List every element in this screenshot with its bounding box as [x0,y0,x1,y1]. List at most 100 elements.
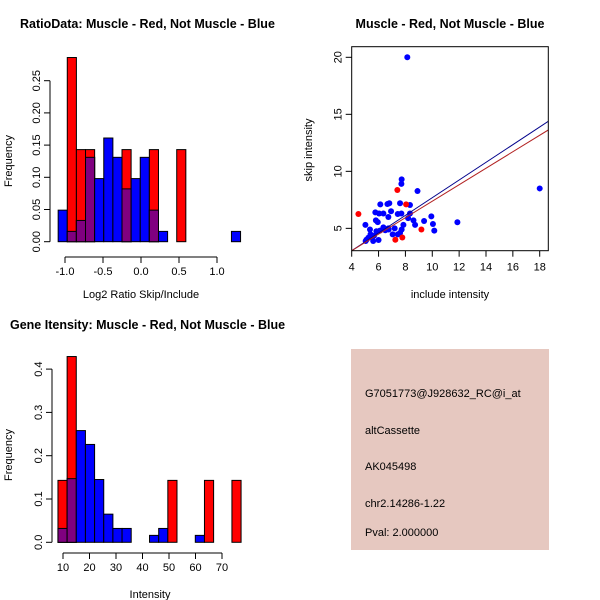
point-not-muscle [362,221,369,228]
point-not-muscle [431,227,438,234]
y-tick-label: 0.05 [31,199,43,220]
point-not-muscle [385,213,392,220]
bar-not-muscle [112,527,123,543]
point-not-muscle [377,201,384,208]
bar-muscle [66,57,77,243]
point-not-muscle [410,217,417,224]
x-tick-label: 20 [83,562,95,574]
intensity-hist-ylabel: Frequency [3,429,15,481]
bar-not-muscle [103,137,114,243]
bar-not-muscle [112,156,123,243]
bar-overlap [66,230,77,243]
point-not-muscle [385,226,392,233]
point-not-muscle [398,180,405,187]
point-not-muscle [398,210,405,217]
x-tick-label: 6 [375,262,381,274]
bar-not-muscle [94,178,105,243]
x-tick-label: 0.0 [133,266,148,278]
bar-not-muscle [84,443,96,543]
point-not-muscle [389,231,396,238]
plot-box [351,46,549,252]
point-not-muscle [398,226,405,233]
point-not-muscle [398,176,405,183]
x-tick-label: 60 [189,562,201,574]
bar-not-muscle [121,527,132,543]
bar-not-muscle [149,534,160,543]
point-not-muscle [406,210,413,217]
bar-overlap [57,527,68,543]
bar-not-muscle [157,230,169,243]
intensity-histogram: 0.0 0.1 0.2 0.3 0.4 10 20 30 40 50 60 70 [33,356,242,574]
bar-overlap [66,478,77,543]
point-not-muscle [428,213,435,220]
point-not-muscle [366,226,373,233]
x-tick-label: 12 [453,262,465,274]
x-tick-label: 10 [57,562,69,574]
point-not-muscle [388,208,395,215]
pval-text: Pval: 2.000000 [365,527,438,539]
x-tick-label: 1.0 [209,266,224,278]
point-muscle [403,201,410,208]
x-tick-label: 30 [110,562,122,574]
point-not-muscle [429,221,436,228]
y-tick-label: 0.15 [31,134,43,155]
scatter-plot: 4 6 8 10 12 14 16 18 5 10 15 20 [333,46,549,274]
y-tick-label: 0.0 [33,535,45,550]
x-tick-label: 18 [534,262,546,274]
y-tick-label: 0.00 [31,231,43,252]
intensity-hist-xlabel: Intensity [130,589,171,600]
point-not-muscle [386,200,393,207]
x-tick-label: 10 [426,262,438,274]
x-tick-label: 4 [349,262,355,274]
bar-muscle [176,149,187,243]
point-not-muscle [404,54,411,61]
ratio-hist-xlabel: Log2 Ratio Skip/Include [83,289,199,301]
point-not-muscle [414,188,421,195]
point-muscle [392,236,399,243]
bar-not-muscle [75,430,86,543]
y-tick-label: 0.10 [31,167,43,188]
point-not-muscle [376,210,383,217]
x-tick-label: 0.5 [171,266,186,278]
point-not-muscle [391,225,398,232]
scatter-ylabel: skip intensity [303,118,315,181]
y-tick-label: 20 [333,51,345,63]
x-tick-label: -0.5 [94,266,113,278]
y-tick-label: 0.3 [33,405,45,420]
bar-not-muscle [130,178,141,243]
x-tick-label: 50 [163,562,175,574]
y-tick-label: 0.25 [31,70,43,91]
x-tick-label: 14 [480,262,492,274]
point-not-muscle [412,221,419,228]
bar-not-muscle [139,156,150,243]
x-tick-label: 40 [136,562,148,574]
intensity-hist-title: Gene Itensity: Muscle - Red, Not Muscle … [10,318,285,332]
bar-not-muscle [194,534,205,543]
bar-not-muscle [94,479,105,543]
point-not-muscle [380,210,387,217]
y-tick-label: 0.1 [33,491,45,506]
info-panel [351,349,549,550]
point-not-muscle [536,185,543,192]
bar-overlap [121,188,132,243]
bar-overlap [148,209,159,243]
x-tick-label: 8 [402,262,408,274]
bar-overlap [85,156,96,243]
scatter-title: Muscle - Red, Not Muscle - Blue [356,17,545,31]
x-tick-label: 16 [507,262,519,274]
point-muscle [355,210,362,217]
ratio-histogram: 0.00 0.05 0.10 0.15 0.20 0.25 -1.0 -0.5 0.0 0.5 1.… [31,57,242,278]
point-not-muscle [454,219,461,226]
point-muscle [399,234,406,241]
y-tick-label: 0.20 [31,102,43,123]
genomic-location: chr2.14286-1.22 [365,498,445,510]
fit-line [351,129,549,251]
point-muscle [418,226,425,233]
point-not-muscle [374,219,381,226]
point-not-muscle [400,221,407,228]
bar-not-muscle [230,230,242,243]
bar-muscle [231,479,242,543]
x-tick-label: 70 [216,562,228,574]
